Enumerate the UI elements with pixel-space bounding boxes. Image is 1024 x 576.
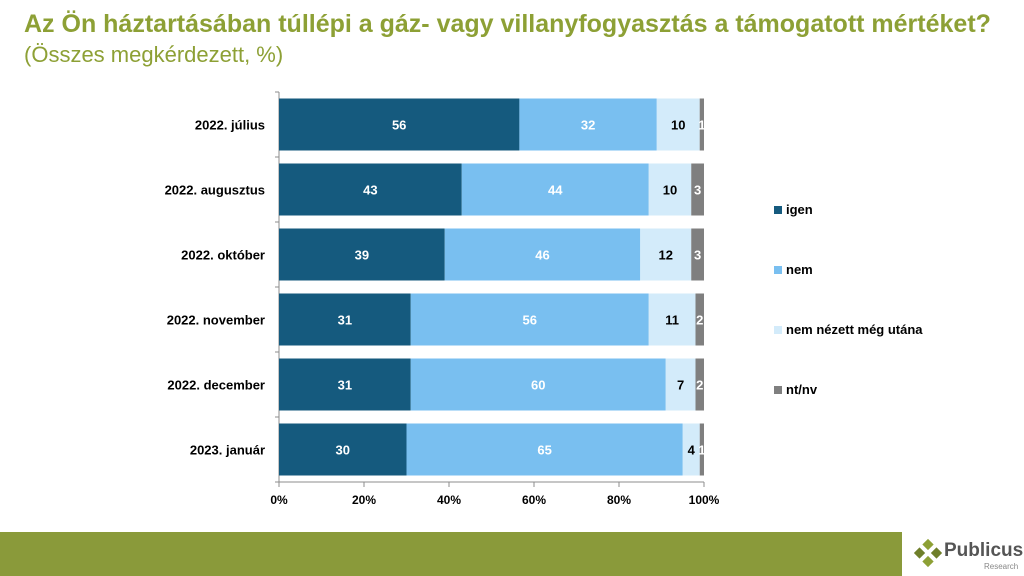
legend-label: igen <box>786 202 813 217</box>
data-label: 56 <box>523 313 537 328</box>
bar-segment <box>699 98 704 151</box>
logo-subtitle: Research <box>984 562 1019 571</box>
bar-segment <box>410 358 666 411</box>
data-label: 10 <box>671 118 685 133</box>
x-tick-label: 20% <box>352 493 376 507</box>
bar-segment <box>279 358 411 411</box>
category-label: 2022. július <box>195 118 265 133</box>
bar-segment <box>691 228 704 281</box>
data-label: 32 <box>581 118 595 133</box>
x-tick-label: 100% <box>689 493 720 507</box>
data-label: 2 <box>696 378 703 393</box>
data-label: 65 <box>537 443 551 458</box>
category-label: 2022. október <box>181 248 265 263</box>
data-label: 1 <box>698 443 705 458</box>
data-label: 4 <box>688 443 696 458</box>
bar-segment <box>640 228 692 281</box>
data-label: 3 <box>694 248 701 263</box>
bar-segment <box>410 293 649 346</box>
category-label: 2022. augusztus <box>165 183 265 198</box>
publicus-logo: Publicus Research <box>914 536 1024 576</box>
data-label: 44 <box>548 183 563 198</box>
bar-segment <box>691 163 704 216</box>
data-label: 31 <box>338 313 352 328</box>
data-label: 39 <box>355 248 369 263</box>
x-tick-label: 80% <box>607 493 631 507</box>
bar-segment <box>682 423 700 476</box>
bar-segment <box>444 228 641 281</box>
legend-label: nem nézett még utána <box>786 322 923 337</box>
data-label: 30 <box>336 443 350 458</box>
data-label: 31 <box>338 378 352 393</box>
bar-segment <box>461 163 649 216</box>
bar-segment <box>695 358 704 411</box>
bar-segment <box>279 293 411 346</box>
data-label: 43 <box>363 183 377 198</box>
legend-swatch <box>774 386 782 394</box>
bar-segment <box>656 98 700 151</box>
category-label: 2023. január <box>190 443 265 458</box>
legend-swatch <box>774 326 782 334</box>
footer-bar <box>0 532 902 576</box>
legend-label: nem <box>786 262 813 277</box>
data-label: 11 <box>665 313 679 328</box>
legend-swatch <box>774 206 782 214</box>
bar-segment <box>695 293 704 346</box>
bar-segment <box>699 423 704 476</box>
data-label: 1 <box>698 118 705 133</box>
data-label: 3 <box>694 183 701 198</box>
bar-segment <box>279 98 520 151</box>
publicus-logo-icon <box>914 538 942 568</box>
bar-segment <box>279 228 445 281</box>
data-label: 10 <box>663 183 677 198</box>
category-label: 2022. november <box>167 313 265 328</box>
data-label: 12 <box>659 248 673 263</box>
x-tick-label: 40% <box>437 493 461 507</box>
x-tick-label: 0% <box>270 493 288 507</box>
page-subtitle: (Összes megkérdezett, %) <box>24 42 284 67</box>
page-title: Az Ön háztartásában túllépi a gáz- vagy … <box>24 10 991 38</box>
logo-name: Publicus <box>944 540 1024 561</box>
category-label: 2022. december <box>167 378 265 393</box>
bar-segment <box>279 163 462 216</box>
bar-segment <box>406 423 683 476</box>
data-label: 56 <box>392 118 406 133</box>
x-tick-label: 60% <box>522 493 546 507</box>
legend-label: nt/nv <box>786 382 818 397</box>
bar-segment <box>665 358 696 411</box>
bar-segment <box>648 163 692 216</box>
data-label: 2 <box>696 313 703 328</box>
data-label: 46 <box>535 248 549 263</box>
legend-swatch <box>774 266 782 274</box>
bar-segment <box>648 293 696 346</box>
bar-segment <box>279 423 407 476</box>
bar-segment <box>519 98 657 151</box>
data-label: 7 <box>677 378 684 393</box>
data-label: 60 <box>531 378 545 393</box>
